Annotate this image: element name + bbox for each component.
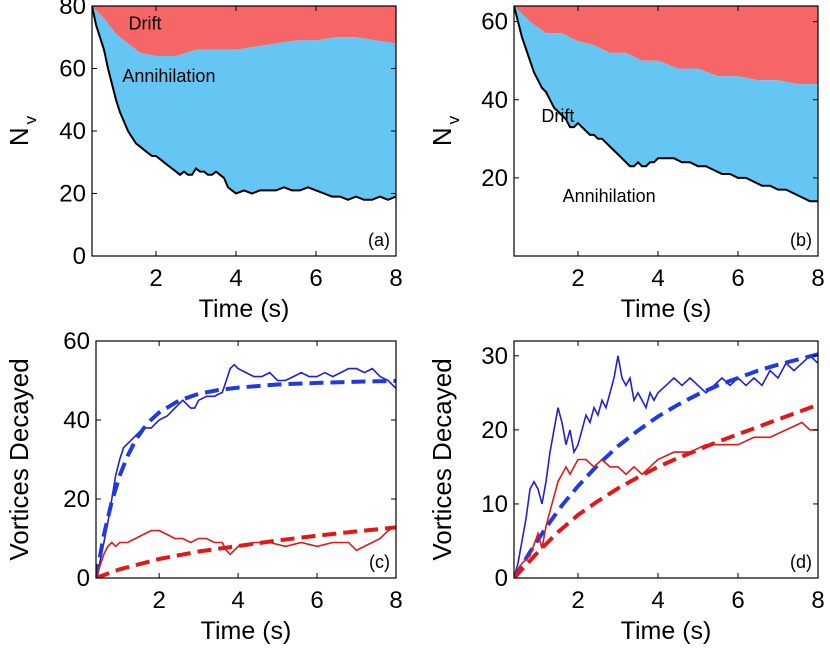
- y-tick-label: 60: [63, 328, 90, 355]
- x-tick-label: 2: [571, 587, 584, 614]
- y-tick-label: 60: [481, 9, 508, 36]
- x-tick-label: 4: [231, 587, 244, 614]
- x-tick-label: 4: [651, 265, 664, 292]
- annihilation-area: [92, 6, 396, 200]
- x-tick-label: 2: [571, 265, 584, 292]
- y-tick-label: 20: [63, 486, 90, 513]
- y-tick-label: 10: [481, 491, 508, 518]
- panel-label: (c): [369, 552, 390, 572]
- x-tick-label: 2: [149, 265, 162, 292]
- x-axis-label: Time (s): [621, 617, 712, 645]
- y-tick-label: 40: [63, 407, 90, 434]
- x-tick-label: 4: [651, 587, 664, 614]
- series-line-4: [514, 402, 818, 578]
- plot-area: [514, 6, 818, 203]
- plot-area: [514, 352, 818, 578]
- series-line-1: [514, 354, 818, 578]
- remaining-vortices-line: [514, 6, 818, 203]
- y-axis-label: Nv: [4, 115, 40, 146]
- x-axis-label: Time (s): [621, 295, 712, 323]
- x-tick-label: 4: [229, 265, 242, 292]
- region-label-drift: Drift: [541, 106, 574, 126]
- remaining-vortices-line: [92, 6, 396, 201]
- y-tick-label: 0: [73, 243, 86, 270]
- y-axis-label: Vortices Decayed: [427, 358, 457, 560]
- series-line-3: [514, 421, 818, 578]
- drift-area: [514, 6, 818, 85]
- x-axis-label: Time (s): [201, 617, 292, 645]
- y-tick-label: 60: [59, 56, 86, 83]
- series-line-4: [96, 525, 396, 578]
- y-axis-label: Vortices Decayed: [4, 358, 34, 560]
- y-tick-label: 0: [495, 565, 508, 592]
- x-tick-label: 6: [731, 587, 744, 614]
- series-line-3: [96, 525, 396, 578]
- plot-area: [92, 6, 396, 201]
- x-tick-label: 8: [811, 587, 824, 614]
- y-tick-label: 20: [481, 417, 508, 444]
- region-label-annihilation: Annihilation: [563, 186, 656, 206]
- y-tick-label: 20: [481, 165, 508, 192]
- series-line-2: [96, 378, 396, 578]
- panel-b: Drift Annihilation 2 4 6 8 20 40 60 Time (s) Nv (b): [427, 5, 825, 323]
- x-tick-label: 8: [389, 587, 402, 614]
- series-line-2: [514, 352, 818, 578]
- x-axis-label: Time (s): [199, 295, 290, 323]
- panel-d: 2 4 6 8 0 10 20 30 Time (s) Vortices Decayed (d): [427, 340, 825, 645]
- x-tick-label: 2: [152, 587, 165, 614]
- y-axis-label: Nv: [427, 115, 463, 146]
- y-tick-label: 30: [481, 343, 508, 370]
- series-line-1: [96, 363, 396, 578]
- panel-label: (d): [790, 552, 812, 572]
- y-tick-label: 20: [59, 181, 86, 208]
- drift-area: [92, 6, 396, 56]
- region-label-annihilation: Annihilation: [122, 66, 215, 86]
- x-tick-label: 6: [310, 587, 323, 614]
- x-tick-label: 6: [309, 265, 322, 292]
- panel-label: (a): [368, 230, 390, 250]
- axes-box: [95, 340, 397, 579]
- x-tick-label: 8: [811, 265, 824, 292]
- y-tick-label: 0: [77, 565, 90, 592]
- plot-area: [96, 363, 396, 578]
- x-tick-label: 6: [731, 265, 744, 292]
- panel-c: 2 4 6 8 0 20 40 60 Time (s) Vortices Decayed (c): [4, 328, 403, 645]
- axes-box: [513, 5, 819, 257]
- axes-box: [513, 340, 819, 579]
- region-label-drift: Drift: [128, 14, 161, 34]
- annihilation-area: [514, 6, 818, 202]
- y-tick-label: 40: [59, 118, 86, 145]
- panel-label: (b): [790, 230, 812, 250]
- y-tick-label: 40: [481, 87, 508, 114]
- y-tick-label: 80: [59, 0, 86, 20]
- x-tick-label: 8: [389, 265, 402, 292]
